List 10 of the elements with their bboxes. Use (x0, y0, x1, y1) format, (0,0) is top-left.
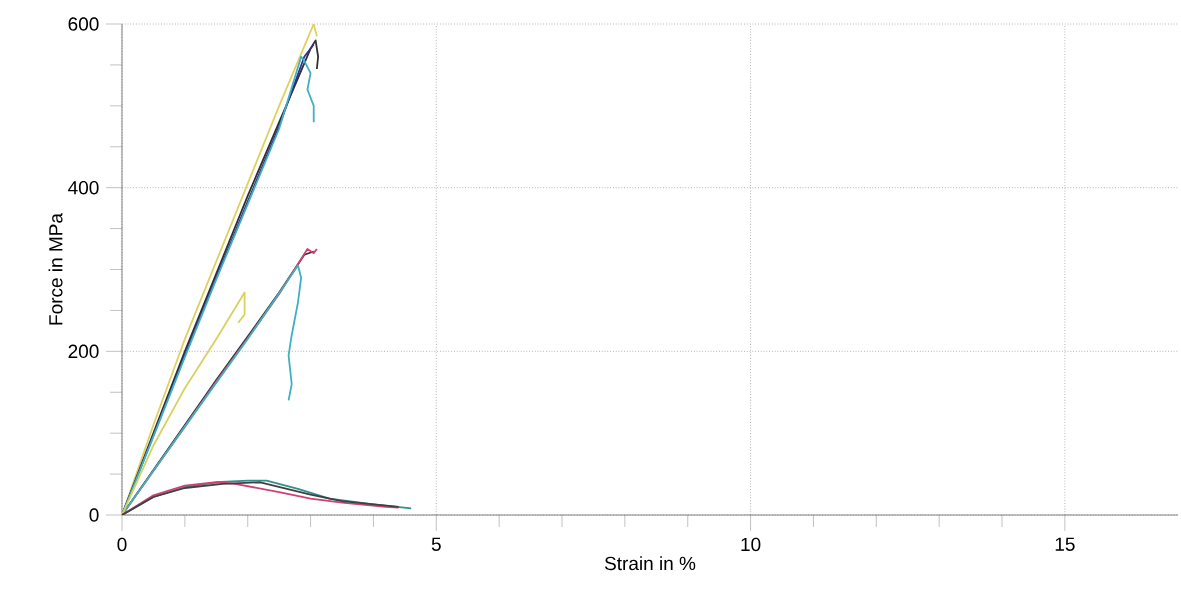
x-tick-label: 10 (741, 537, 761, 552)
y-tick-label: 0 (89, 508, 99, 522)
y-tick-label: 200 (68, 344, 99, 359)
x-tick-label: 0 (117, 537, 127, 552)
y-tick-label: 400 (68, 180, 99, 195)
x-tick-label: 15 (1055, 537, 1075, 551)
x-axis-title: Strain in % (604, 556, 696, 571)
y-axis-title: Force in MPa (48, 213, 63, 325)
y-tick-label: 600 (68, 17, 99, 31)
x-tick-label: 5 (431, 537, 441, 551)
